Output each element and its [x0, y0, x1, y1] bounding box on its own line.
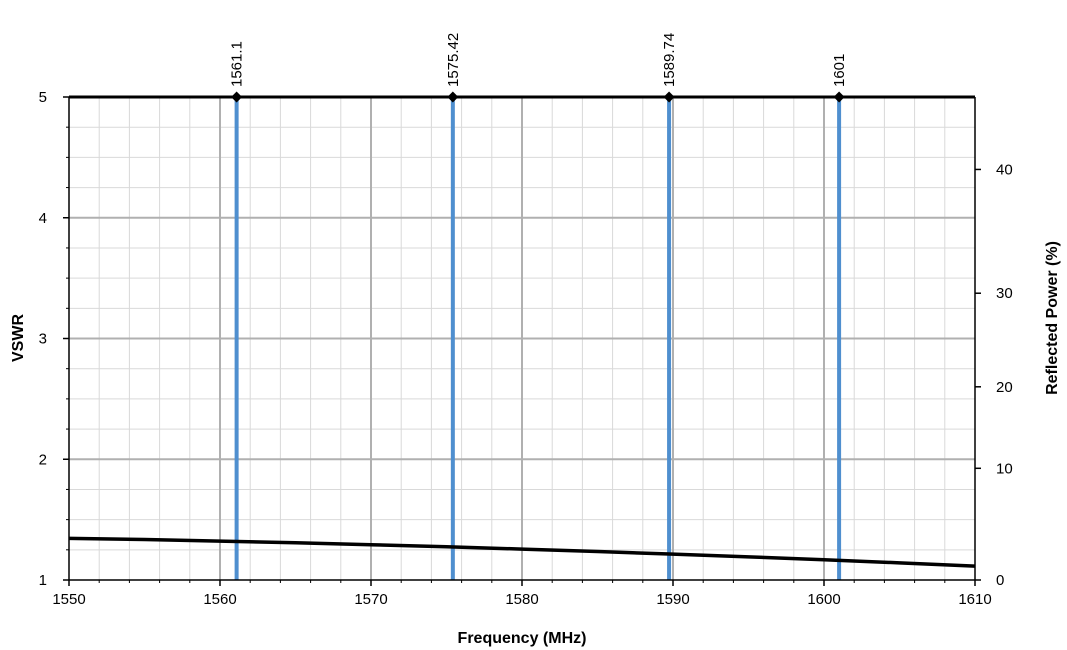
- axis-ticks: [63, 96, 981, 586]
- y-tick-label: 1: [39, 572, 47, 589]
- x-axis-title: Frequency (MHz): [458, 630, 587, 647]
- x-tick-label: 1580: [505, 591, 538, 608]
- vswr-series-line: [68, 536, 976, 568]
- y2-tick-label: 0: [996, 572, 1004, 589]
- x-tick-label: 1600: [807, 591, 840, 608]
- x-tick-label: 1560: [203, 591, 236, 608]
- y-tick-label: 3: [39, 331, 47, 348]
- marker-diamond: [663, 91, 675, 103]
- marker-label: 1561.1: [229, 41, 246, 87]
- y2-tick-label: 30: [996, 285, 1013, 302]
- frequency-markers: [234, 97, 842, 580]
- marker-dots: [231, 91, 845, 103]
- tick-labels: 1550 1560 1570 1580 1590 1600 1610 1 2 3 4 5 0 10 20 30…: [39, 89, 1013, 608]
- y2-tick-label: 40: [996, 161, 1013, 178]
- marker-label: 1601: [831, 54, 848, 87]
- major-grid: [69, 97, 975, 580]
- marker-labels: 1561.1 1575.42 1589.74 1601: [229, 33, 848, 87]
- x-tick-label: 1550: [52, 591, 85, 608]
- marker-diamond: [231, 91, 243, 103]
- x-tick-label: 1590: [656, 591, 689, 608]
- y-axis-title: VSWR: [10, 314, 27, 362]
- x-tick-label: 1570: [354, 591, 387, 608]
- y2-axis-title: Reflected Power (%): [1044, 241, 1061, 395]
- y-tick-label: 2: [39, 451, 47, 468]
- x-tick-label: 1610: [958, 591, 991, 608]
- marker-diamond: [447, 91, 459, 103]
- y2-tick-label: 10: [996, 460, 1013, 477]
- marker-label: 1589.74: [661, 33, 678, 87]
- y-tick-label: 5: [39, 89, 47, 106]
- y-tick-label: 4: [39, 210, 47, 227]
- y2-tick-label: 20: [996, 379, 1013, 396]
- marker-diamond: [833, 91, 845, 103]
- marker-label: 1575.42: [445, 33, 462, 87]
- series-layer: [68, 536, 976, 568]
